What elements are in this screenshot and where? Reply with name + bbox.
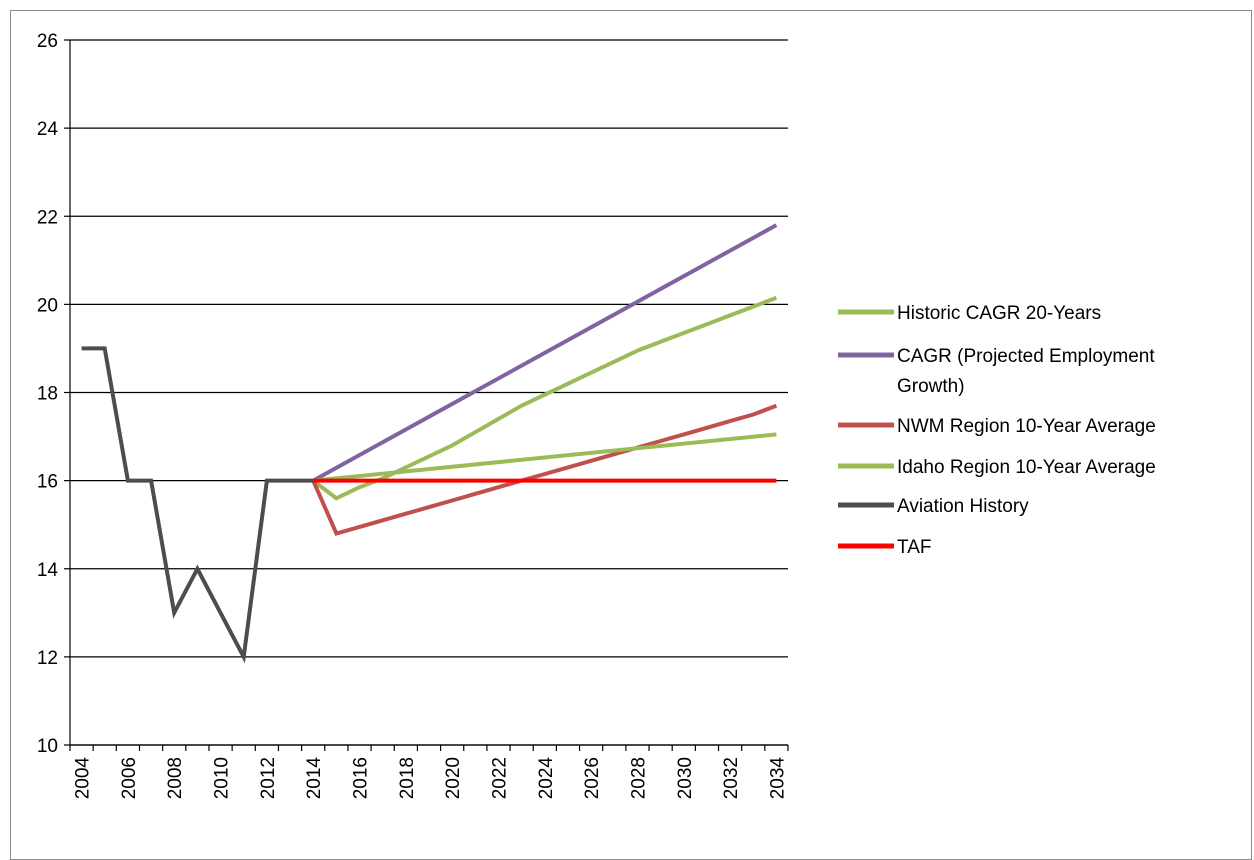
x-tick-label: 2028 bbox=[628, 757, 649, 799]
series-lines bbox=[81, 223, 778, 664]
legend-label: Aviation History bbox=[897, 496, 1029, 517]
gridlines bbox=[70, 39, 788, 746]
y-tick-label: 18 bbox=[37, 384, 58, 405]
legend: Historic CAGR 20-Years CAGR (Projected Em… bbox=[838, 303, 1156, 558]
x-tick-label: 2022 bbox=[489, 757, 510, 799]
x-tick-label: 2008 bbox=[165, 757, 186, 799]
legend-label: Idaho Region 10-Year Average bbox=[897, 457, 1156, 478]
series-line bbox=[313, 432, 777, 483]
legend-label: NWM Region 10-Year Average bbox=[897, 416, 1156, 437]
y-tick-label: 24 bbox=[37, 119, 59, 140]
x-tick-label: 2026 bbox=[582, 757, 603, 799]
x-tick-label: 2014 bbox=[304, 757, 325, 800]
legend-label: Growth) bbox=[897, 376, 965, 397]
x-tick-label: 2004 bbox=[73, 757, 94, 800]
x-tick-label: 2034 bbox=[767, 757, 788, 800]
x-tick-label: 2016 bbox=[351, 757, 372, 799]
legend-label: CAGR (Projected Employment bbox=[897, 346, 1155, 367]
x-tick-label: 2006 bbox=[119, 757, 140, 799]
y-tick-label: 22 bbox=[37, 207, 58, 228]
x-tick-label: 2018 bbox=[397, 757, 418, 799]
series-line bbox=[312, 223, 778, 483]
series-line bbox=[311, 403, 778, 536]
y-tick-label: 10 bbox=[37, 736, 58, 757]
x-tick-label: 2012 bbox=[258, 757, 279, 799]
x-tick-label: 2024 bbox=[536, 757, 557, 800]
y-tick-label: 16 bbox=[37, 472, 58, 493]
y-tick-label: 26 bbox=[37, 31, 58, 52]
legend-label: Historic CAGR 20-Years bbox=[897, 303, 1101, 324]
series-line bbox=[81, 346, 314, 664]
x-tick-label: 2020 bbox=[443, 757, 464, 799]
x-tick-label: 2032 bbox=[721, 757, 742, 799]
legend-label: TAF bbox=[897, 537, 931, 558]
x-tick-label: 2030 bbox=[675, 757, 696, 799]
y-tick-label: 12 bbox=[37, 648, 58, 669]
series-line bbox=[311, 295, 778, 501]
y-tick-label: 20 bbox=[37, 295, 58, 316]
x-tick-label: 2010 bbox=[212, 757, 233, 799]
y-tick-label: 14 bbox=[37, 560, 59, 581]
